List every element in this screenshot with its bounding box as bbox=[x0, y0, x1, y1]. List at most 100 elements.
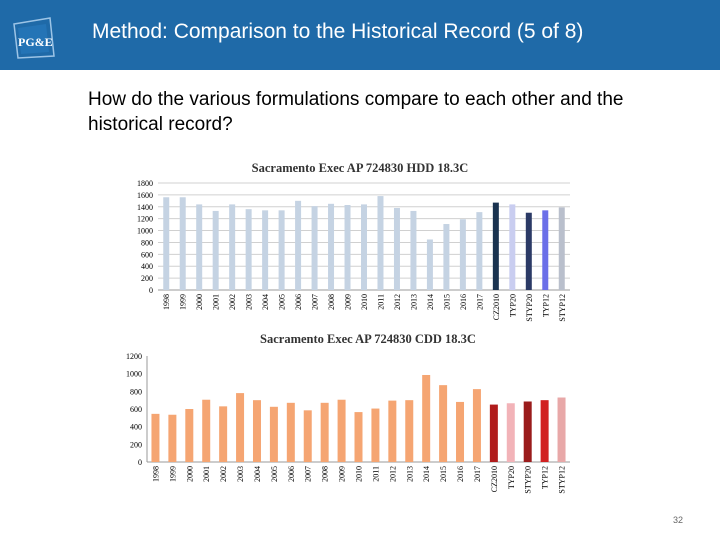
bar bbox=[509, 204, 516, 290]
hdd-chart-title: Sacramento Exec AP 724830 HDD 18.3C bbox=[252, 161, 469, 175]
x-tick-label: TYP20 bbox=[508, 294, 517, 317]
bar bbox=[278, 210, 285, 290]
x-tick-label: 2006 bbox=[294, 294, 303, 310]
x-tick-label: 2002 bbox=[219, 466, 228, 482]
bar bbox=[377, 196, 384, 290]
y-tick-label: 600 bbox=[130, 405, 142, 414]
x-tick-label: 2006 bbox=[287, 466, 296, 482]
header-bar: PG&E Method: Comparison to the Historica… bbox=[0, 0, 720, 70]
bar bbox=[229, 204, 236, 290]
bar bbox=[388, 400, 397, 462]
x-tick-label: 1999 bbox=[168, 466, 177, 482]
y-tick-label: 400 bbox=[130, 423, 142, 432]
bar bbox=[492, 202, 499, 290]
bar bbox=[489, 404, 498, 462]
x-tick-label: 2007 bbox=[304, 466, 313, 482]
bar bbox=[163, 197, 170, 290]
x-tick-label: 2004 bbox=[253, 466, 262, 482]
x-tick-label: 2012 bbox=[393, 294, 402, 310]
x-tick-label: 2000 bbox=[195, 294, 204, 310]
bar bbox=[439, 385, 448, 462]
bar bbox=[185, 409, 194, 462]
bar bbox=[443, 224, 450, 290]
x-tick-label: 2005 bbox=[270, 466, 279, 482]
bar bbox=[311, 206, 318, 290]
x-tick-label: 1999 bbox=[179, 294, 188, 310]
x-tick-label: 2001 bbox=[212, 294, 221, 310]
x-tick-label: 2012 bbox=[388, 466, 397, 482]
bar bbox=[476, 212, 483, 290]
x-tick-label: 2005 bbox=[278, 294, 287, 310]
x-tick-label: STYP20 bbox=[525, 294, 534, 322]
x-tick-label: 2008 bbox=[321, 466, 330, 482]
x-tick-label: 2010 bbox=[355, 466, 364, 482]
x-tick-label: 2017 bbox=[473, 466, 482, 482]
y-tick-label: 400 bbox=[141, 262, 153, 271]
y-tick-label: 1400 bbox=[137, 203, 153, 212]
x-tick-label: 1998 bbox=[162, 294, 171, 310]
bar bbox=[262, 210, 269, 290]
y-tick-label: 0 bbox=[138, 458, 142, 467]
y-tick-label: 0 bbox=[149, 286, 153, 295]
bar bbox=[168, 414, 177, 462]
bar bbox=[212, 210, 219, 290]
x-tick-label: 2011 bbox=[371, 466, 380, 482]
bar bbox=[252, 400, 261, 462]
bar bbox=[542, 210, 549, 290]
bar bbox=[558, 207, 565, 290]
x-tick-label: 2014 bbox=[422, 466, 431, 482]
bar bbox=[459, 219, 466, 290]
bar bbox=[219, 406, 228, 462]
bar bbox=[269, 406, 278, 462]
x-tick-label: 2013 bbox=[405, 466, 414, 482]
x-tick-label: 2004 bbox=[261, 294, 270, 310]
bar bbox=[523, 401, 532, 462]
x-tick-label: 2011 bbox=[376, 294, 385, 310]
bar bbox=[202, 399, 211, 462]
bar bbox=[245, 209, 252, 290]
x-tick-label: STYP20 bbox=[524, 466, 533, 494]
x-tick-label: TYP12 bbox=[541, 294, 550, 317]
bar bbox=[196, 204, 203, 290]
y-tick-label: 1200 bbox=[137, 215, 153, 224]
x-tick-label: 2003 bbox=[236, 466, 245, 482]
hdd-chart: 0 200 400 600 800 1000 1200 1400 1600 1800 1998 199… bbox=[137, 179, 570, 322]
bar bbox=[506, 403, 515, 462]
x-tick-label: 2013 bbox=[409, 294, 418, 310]
y-tick-label: 800 bbox=[130, 387, 142, 396]
x-tick-label: CZ2010 bbox=[490, 466, 499, 492]
y-tick-label: 200 bbox=[130, 440, 142, 449]
bar bbox=[320, 402, 329, 462]
bar bbox=[525, 212, 532, 290]
bar bbox=[295, 200, 302, 290]
bar bbox=[426, 239, 433, 290]
page-number: 32 bbox=[673, 515, 684, 525]
bar bbox=[557, 397, 566, 462]
logo-text: PG&E bbox=[18, 35, 53, 49]
y-tick-label: 600 bbox=[141, 250, 153, 259]
y-tick-label: 1000 bbox=[126, 370, 142, 379]
y-tick-label: 1600 bbox=[137, 191, 153, 200]
x-tick-label: 2017 bbox=[475, 294, 484, 310]
x-tick-label: TYP20 bbox=[507, 466, 516, 489]
x-tick-label: 2016 bbox=[459, 294, 468, 310]
cdd-chart-title: Sacramento Exec AP 724830 CDD 18.3C bbox=[260, 332, 476, 346]
bar bbox=[410, 210, 417, 290]
bar bbox=[328, 203, 335, 290]
y-tick-label: 800 bbox=[141, 238, 153, 247]
x-tick-label: 2003 bbox=[245, 294, 254, 310]
y-tick-label: 1200 bbox=[126, 352, 142, 361]
x-tick-label: 2010 bbox=[360, 294, 369, 310]
x-tick-label: TYP12 bbox=[541, 466, 550, 489]
x-tick-label: 2008 bbox=[327, 294, 336, 310]
x-tick-label: 2009 bbox=[344, 294, 353, 310]
bar bbox=[236, 393, 245, 462]
bar bbox=[344, 204, 351, 290]
y-tick-label: 200 bbox=[141, 274, 153, 283]
bar bbox=[286, 402, 295, 462]
x-tick-label: CZ2010 bbox=[492, 294, 501, 320]
x-tick-label: 2014 bbox=[426, 294, 435, 310]
pge-logo: PG&E bbox=[13, 17, 55, 59]
cdd-chart: 0 200 400 600 800 1000 1200 1998 1999 2000 2001 200… bbox=[126, 352, 570, 494]
